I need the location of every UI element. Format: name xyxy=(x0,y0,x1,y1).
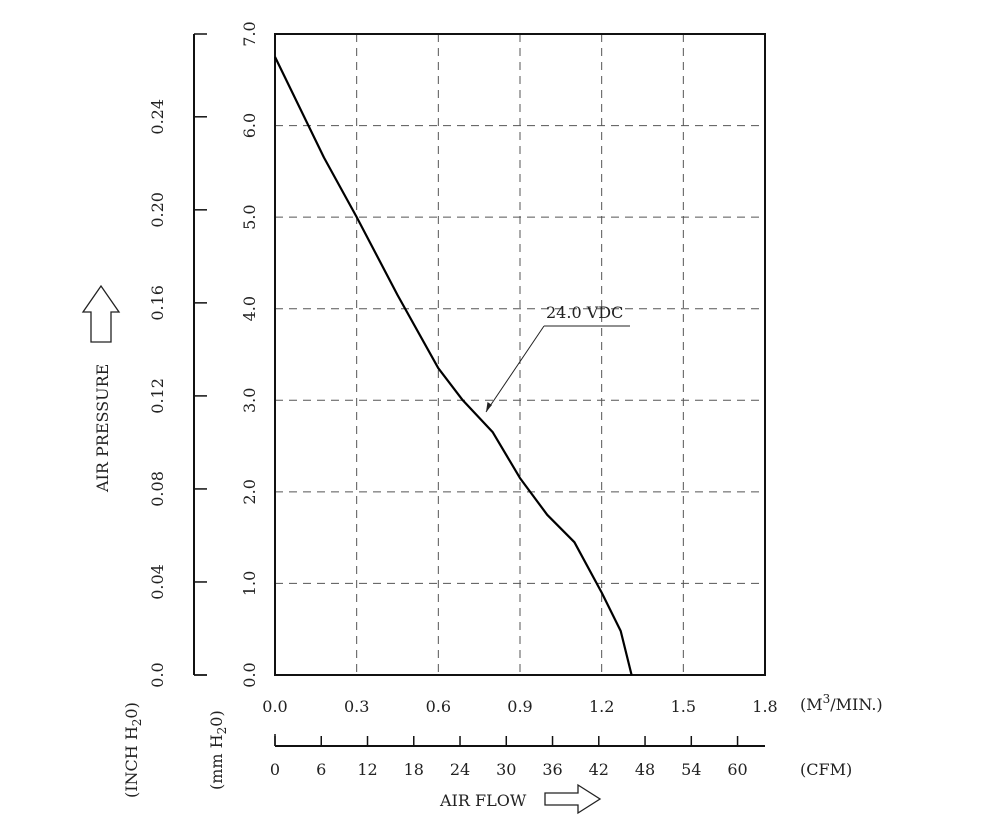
cfm-unit-label: (CFM) xyxy=(800,760,852,779)
y-inch-tick-label: 0.08 xyxy=(148,471,167,507)
series-label: 24.0 VDC xyxy=(546,303,623,322)
x-tick-label: 0.6 xyxy=(426,697,451,716)
x-tick-label: 0.0 xyxy=(262,697,287,716)
y-inch-tick-label: 0.04 xyxy=(148,564,167,600)
y-inch-tick-label: 0.20 xyxy=(148,192,167,228)
axis-ticks: 0.0 0.3 0.6 0.9 1.2 1.5 1.8 0.0 1.0 2.0 3.0 4.0 5.0 6… xyxy=(148,21,778,779)
grid-lines xyxy=(275,34,765,675)
y-axis-title: AIR PRESSURE xyxy=(93,364,112,493)
cfm-tick-label: 6 xyxy=(316,760,326,779)
y-inch-tick-label: 0.12 xyxy=(148,378,167,414)
series-annotation: 24.0 VDC xyxy=(485,303,630,413)
plot-frame xyxy=(274,33,766,676)
y-mm-tick-label: 1.0 xyxy=(240,571,259,596)
y-inch-tick-label: 0.16 xyxy=(148,285,167,321)
x-tick-label: 1.8 xyxy=(752,697,777,716)
y-mm-tick-label: 5.0 xyxy=(240,204,259,229)
x-tick-label: 0.3 xyxy=(344,697,369,716)
y-inch-tick-label: 0.24 xyxy=(148,99,167,135)
x-unit-label: (M3/MIN.) xyxy=(800,692,883,714)
cfm-tick-label: 42 xyxy=(589,760,609,779)
y-mm-tick-label: 3.0 xyxy=(240,388,259,413)
y-mm-tick-label: 0.0 xyxy=(240,662,259,687)
cfm-tick-label: 48 xyxy=(635,760,655,779)
cfm-tick-label: 36 xyxy=(542,760,562,779)
x-axis-title: AIR FLOW xyxy=(439,791,527,810)
up-arrow-icon xyxy=(81,284,121,343)
annotation-leader xyxy=(485,325,545,413)
mm-unit-label: (mm H20) xyxy=(207,710,229,790)
y-mm-tick-label: 7.0 xyxy=(240,21,259,46)
x-tick-label: 1.5 xyxy=(671,697,696,716)
x-tick-label: 0.9 xyxy=(507,697,532,716)
cfm-tick-label: 18 xyxy=(404,760,424,779)
x-tick-label: 1.2 xyxy=(589,697,614,716)
curve-layer xyxy=(274,56,633,676)
cfm-tick-label: 54 xyxy=(681,760,701,779)
cfm-tick-label: 12 xyxy=(357,760,377,779)
y-mm-tick-label: 6.0 xyxy=(240,113,259,138)
cfm-tick-label: 24 xyxy=(450,760,470,779)
series-line-24vdc xyxy=(274,56,633,676)
annotation-arrowhead xyxy=(486,402,492,412)
inch-unit-label: (INCH H20) xyxy=(122,702,144,798)
cfm-tick-label: 0 xyxy=(270,760,280,779)
y-mm-tick-label: 2.0 xyxy=(240,479,259,504)
y-mm-tick-label: 4.0 xyxy=(240,296,259,321)
y-inch-tick-label: 0.0 xyxy=(148,662,167,687)
cfm-tick-label: 30 xyxy=(496,760,516,779)
right-arrow-icon xyxy=(544,783,602,815)
cfm-tick-label: 60 xyxy=(727,760,747,779)
